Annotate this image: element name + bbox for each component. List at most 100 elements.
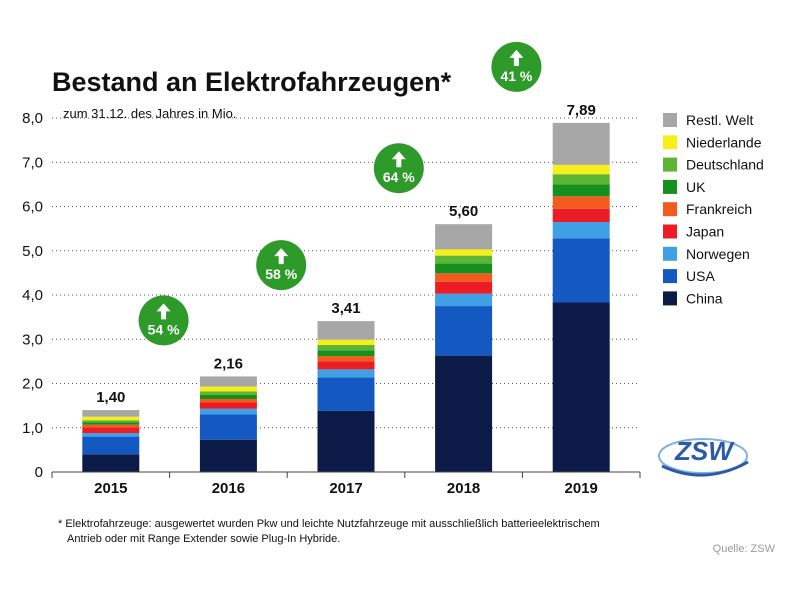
legend-label: China (686, 290, 723, 306)
bar-segment-uk (82, 422, 140, 425)
legend-swatch (663, 224, 677, 239)
bar-segment-uk (199, 395, 257, 399)
bar-segment-frankreich (199, 398, 257, 403)
growth-badge-circle (256, 240, 307, 291)
x-axis-ticks: 2015 2016 2017 2018 2019 (51, 472, 641, 497)
bar-segment-deutschland (317, 345, 375, 351)
bar-segment-norwegen (82, 433, 140, 437)
bar-segment-niederlande (82, 416, 140, 421)
y-tick-label: 7,0 (22, 154, 43, 171)
bar-segment-deutschland (435, 255, 493, 264)
bar-segment-restl-welt (199, 376, 257, 387)
bar-segment-restl-welt (317, 321, 375, 340)
bar-segment-japan (82, 427, 140, 434)
bar-segment-niederlande (317, 339, 375, 346)
bar-segment-china (199, 439, 257, 472)
bar-segment-japan (435, 281, 493, 294)
growth-badge: 58 % (256, 240, 307, 291)
legend-item: China (663, 290, 723, 306)
total-label: 7,89 (567, 102, 596, 119)
bar-segment-usa (199, 414, 257, 440)
bar-segment-usa (317, 377, 375, 411)
bar-segment-frankreich (552, 196, 610, 209)
x-tick-label: 2017 (329, 480, 362, 497)
bar-segment-niederlande (199, 386, 257, 392)
legend-label: Frankreich (686, 201, 752, 217)
bar-segment-usa (82, 436, 140, 455)
bar-segment-japan (317, 361, 375, 370)
y-axis-ticks: 0 1,0 2,0 3,0 4,0 5,0 6,0 7,0 8,0 (22, 110, 43, 481)
bar-segment-china (435, 355, 493, 472)
arrow-up-icon (156, 303, 171, 320)
chart-subtitle: zum 31.12. des Jahres in Mio. (63, 106, 236, 121)
zsw-logo: ZSW (658, 436, 749, 477)
bar-segment-deutschland (199, 391, 257, 396)
bar-segment-usa (552, 238, 610, 303)
bar-segment-frankreich (435, 273, 493, 282)
total-labels: 1,40 2,16 3,41 5,60 7,89 (96, 102, 596, 406)
bar-segment-china (552, 302, 610, 472)
growth-badge-circle (138, 295, 189, 346)
legend-item: Norwegen (663, 246, 750, 262)
total-label: 1,40 (96, 389, 125, 406)
bar-segment-uk (552, 184, 610, 197)
growth-badge: 54 % (138, 295, 189, 346)
y-tick-label: 0 (35, 464, 43, 481)
legend-label: USA (686, 268, 715, 284)
bar-segment-frankreich (317, 356, 375, 362)
x-tick-label: 2019 (565, 480, 598, 497)
y-tick-label: 2,0 (22, 376, 43, 393)
total-label: 3,41 (331, 300, 360, 317)
bar-segment-frankreich (82, 424, 140, 428)
legend-item: USA (663, 268, 715, 284)
bar-segment-uk (317, 350, 375, 357)
y-tick-label: 3,0 (22, 331, 43, 348)
growth-badge-label: 54 % (148, 321, 180, 337)
legend-label: Japan (686, 224, 724, 240)
bar-segment-china (82, 454, 140, 472)
bar-segment-norwegen (435, 293, 493, 307)
y-tick-label: 8,0 (22, 110, 43, 127)
logo-wave (661, 460, 749, 477)
bar-segment-norwegen (199, 408, 257, 415)
source-label: Quelle: ZSW (713, 543, 776, 555)
legend-label: UK (686, 179, 706, 195)
legend-label: Restl. Welt (686, 112, 754, 128)
growth-badge-label: 64 % (383, 169, 415, 185)
growth-badge-label: 58 % (265, 266, 297, 282)
legend-swatch (663, 291, 677, 306)
legend-item: Deutschland (663, 157, 764, 173)
total-label: 5,60 (449, 203, 478, 220)
arrow-up-icon (274, 248, 289, 265)
bar-segment-restl-welt (552, 122, 610, 165)
bar-segment-usa (435, 306, 493, 356)
legend-swatch (663, 202, 677, 217)
growth-badge-label: 41 % (500, 68, 532, 84)
y-tick-label: 6,0 (22, 199, 43, 216)
legend-item: Niederlande (663, 134, 762, 150)
logo-text: ZSW (674, 436, 735, 466)
legend-item: UK (663, 179, 706, 195)
bar-segment-uk (435, 263, 493, 274)
footnote-line-2: Antrieb oder mit Range Extender sowie Pl… (67, 533, 340, 545)
arrow-up-icon (509, 49, 524, 66)
legend-swatch (663, 179, 677, 194)
y-tick-label: 4,0 (22, 287, 43, 304)
bar-segment-deutschland (552, 174, 610, 185)
legend-swatch (663, 113, 677, 127)
x-tick-label: 2018 (447, 480, 480, 497)
footnote-line-1: * Elektrofahrzeuge: ausgewertet wurden P… (58, 518, 600, 530)
total-label: 2,16 (214, 355, 243, 372)
legend-swatch (663, 246, 677, 261)
growth-badge: 64 % (373, 143, 424, 194)
arrow-up-icon (391, 151, 406, 168)
bar-segment-restl-welt (435, 224, 493, 250)
logo-swoosh (658, 438, 748, 474)
growth-badge: 41 % (491, 41, 542, 92)
bar-segment-norwegen (552, 221, 610, 239)
bar-segment-china (317, 410, 375, 472)
chart-title: Bestand an Elektrofahrzeugen* (52, 67, 452, 97)
legend-swatch (663, 157, 677, 172)
bars (82, 122, 610, 472)
